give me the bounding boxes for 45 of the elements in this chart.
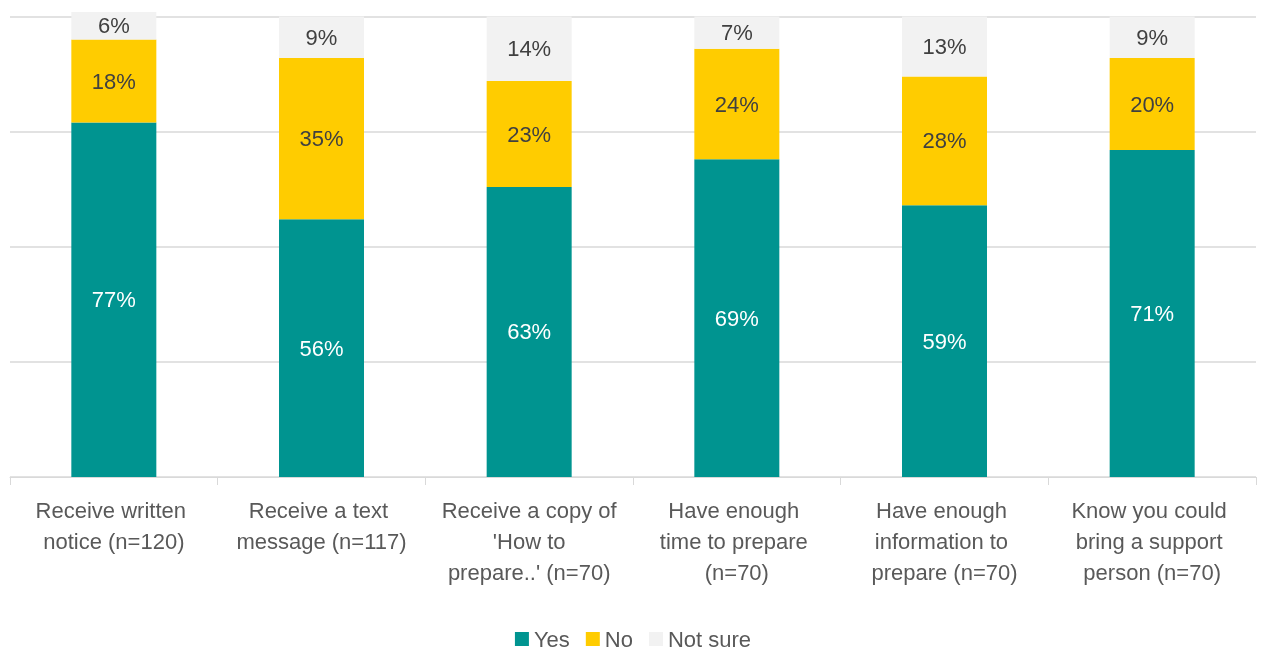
x-tick-label: Have enough time to prepare (n=70) bbox=[659, 498, 814, 585]
data-label: 6% bbox=[97, 13, 130, 39]
data-label: 63% bbox=[507, 319, 552, 345]
bar bbox=[902, 76, 987, 206]
bar bbox=[486, 16, 572, 82]
x-tick-label: Receive written notice (n=120) bbox=[35, 498, 193, 554]
bar bbox=[1109, 150, 1195, 477]
bar bbox=[694, 48, 780, 160]
bar bbox=[1109, 58, 1195, 151]
bar bbox=[71, 12, 157, 40]
data-label: 35% bbox=[299, 126, 344, 152]
bar bbox=[71, 122, 157, 477]
bar bbox=[694, 159, 780, 477]
legend-label: Not sure bbox=[667, 626, 752, 652]
data-label: 56% bbox=[299, 335, 344, 361]
x-tick-label: Receive a text message (n=117) bbox=[236, 498, 407, 554]
bar bbox=[486, 186, 572, 477]
bar bbox=[279, 16, 364, 59]
data-label: 71% bbox=[1130, 301, 1175, 327]
x-tick-label: Know you could bring a support person (n=70) bbox=[1071, 498, 1233, 585]
data-label: 18% bbox=[91, 68, 136, 94]
data-label: 77% bbox=[91, 287, 136, 313]
data-label: 24% bbox=[714, 91, 759, 117]
data-label: 14% bbox=[507, 36, 552, 62]
data-label: 9% bbox=[305, 24, 338, 50]
data-label: 28% bbox=[922, 128, 967, 154]
bar bbox=[71, 39, 157, 123]
bar bbox=[694, 16, 780, 49]
bar bbox=[1109, 16, 1195, 59]
data-label: 13% bbox=[922, 34, 967, 60]
data-label: 23% bbox=[507, 121, 552, 147]
data-label: 9% bbox=[1136, 24, 1169, 50]
bar bbox=[902, 16, 987, 77]
bar bbox=[279, 219, 364, 477]
data-label: 7% bbox=[720, 20, 753, 46]
x-tick-label: Have enough information to prepare (n=70) bbox=[871, 498, 1018, 585]
data-label: 20% bbox=[1130, 91, 1175, 117]
legend-label: Yes bbox=[533, 626, 570, 652]
bar bbox=[902, 205, 987, 477]
data-label: 59% bbox=[922, 328, 967, 354]
legend-label: No bbox=[604, 626, 633, 652]
data-label: 69% bbox=[714, 305, 759, 331]
bar bbox=[486, 81, 572, 187]
bar bbox=[279, 58, 364, 220]
x-tick-label: Receive a copy of 'How to prepare..' (n=70) bbox=[441, 498, 618, 585]
